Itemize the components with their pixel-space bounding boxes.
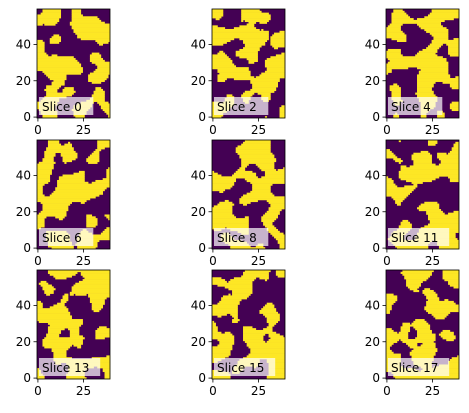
x-tick-label: 0 <box>209 384 217 398</box>
y-tick-label: 40 <box>365 168 380 182</box>
y-tick-label: 0 <box>198 371 206 385</box>
x-tick-label: 0 <box>209 123 217 137</box>
y-tick-label: 40 <box>365 298 380 312</box>
x-tick-label: 25 <box>76 254 91 268</box>
y-tick-label: 0 <box>372 110 380 124</box>
panel-1: 0 20 40 0 25 Slice 2 <box>191 8 286 137</box>
x-tick-label: 25 <box>76 123 91 137</box>
axes-frame <box>36 8 111 119</box>
slice-label-box <box>388 228 450 246</box>
y-tick-label: 0 <box>372 371 380 385</box>
panel-0: 0 20 40 0 25 Slice 0 <box>16 8 111 137</box>
y-tick-label: 40 <box>191 37 206 51</box>
x-tick-label: 0 <box>34 384 42 398</box>
heatmap-cells <box>386 9 460 119</box>
y-tick-label: 0 <box>23 241 31 255</box>
x-tick-label: 25 <box>251 123 266 137</box>
y-tick-label: 20 <box>191 335 206 349</box>
y-tick-label: 40 <box>16 168 31 182</box>
axes-frame <box>211 139 286 250</box>
y-tick-label: 20 <box>365 335 380 349</box>
axes-frame <box>385 139 460 250</box>
panel-8: 0 20 40 0 25 Slice 17 <box>365 269 460 398</box>
slice-label: Slice 15 <box>217 361 264 375</box>
slice-label: Slice 13 <box>42 361 89 375</box>
y-tick-label: 0 <box>23 110 31 124</box>
panel-3: 0 20 40 0 25 Slice 6 <box>16 139 111 268</box>
slice-label: Slice 17 <box>391 361 438 375</box>
y-tick-label: 20 <box>191 205 206 219</box>
x-tick-label: 0 <box>209 254 217 268</box>
y-tick-label: 40 <box>365 37 380 51</box>
y-tick-label: 20 <box>191 74 206 88</box>
axes-frame <box>36 139 111 250</box>
slice-label-box <box>39 228 94 246</box>
y-tick-label: 40 <box>191 298 206 312</box>
x-tick-label: 0 <box>383 123 391 137</box>
y-tick-label: 0 <box>23 371 31 385</box>
x-tick-label: 25 <box>425 254 440 268</box>
y-tick-label: 40 <box>191 168 206 182</box>
x-tick-label: 25 <box>425 384 440 398</box>
slice-label: Slice 8 <box>217 231 257 245</box>
heatmap-cells <box>212 140 286 250</box>
x-tick-label: 0 <box>383 384 391 398</box>
y-tick-label: 20 <box>16 74 31 88</box>
y-tick-label: 0 <box>198 241 206 255</box>
y-tick-label: 20 <box>16 335 31 349</box>
panel-6: 0 20 40 0 25 Slice 13 <box>16 269 111 398</box>
panel-2: 0 20 40 0 25 Slice 4 <box>365 8 460 137</box>
slice-label: Slice 6 <box>42 231 82 245</box>
axes-frame <box>385 269 460 380</box>
y-tick-label: 20 <box>365 205 380 219</box>
slice-label-box <box>214 228 269 246</box>
panel-5: 0 20 40 0 25 Slice 11 <box>365 139 460 268</box>
y-tick-label: 20 <box>365 74 380 88</box>
axes-frame <box>211 269 286 380</box>
y-tick-label: 40 <box>16 37 31 51</box>
panel-7: 0 20 40 0 25 Slice 15 <box>191 269 286 398</box>
slice-label: Slice 4 <box>391 100 431 114</box>
y-tick-label: 0 <box>198 110 206 124</box>
slice-label-box <box>39 97 94 115</box>
slice-label: Slice 0 <box>42 100 82 114</box>
x-tick-label: 25 <box>251 384 266 398</box>
slice-label-box <box>214 358 276 376</box>
axes-frame <box>36 269 111 380</box>
y-tick-label: 0 <box>372 241 380 255</box>
slice-label-box <box>388 358 450 376</box>
y-tick-label: 20 <box>16 205 31 219</box>
slice-label-box <box>214 97 269 115</box>
x-tick-label: 25 <box>251 254 266 268</box>
slice-label: Slice 11 <box>391 231 438 245</box>
axes-frame <box>211 8 286 119</box>
y-tick-label: 40 <box>16 298 31 312</box>
slice-label-box <box>39 358 101 376</box>
panel-4: 0 20 40 0 25 Slice 8 <box>191 139 286 268</box>
x-tick-label: 25 <box>425 123 440 137</box>
slice-label: Slice 2 <box>217 100 257 114</box>
axes-frame <box>385 8 460 119</box>
x-tick-label: 25 <box>76 384 91 398</box>
x-tick-label: 0 <box>383 254 391 268</box>
slice-label-box <box>388 97 443 115</box>
x-tick-label: 0 <box>34 123 42 137</box>
x-tick-label: 0 <box>34 254 42 268</box>
